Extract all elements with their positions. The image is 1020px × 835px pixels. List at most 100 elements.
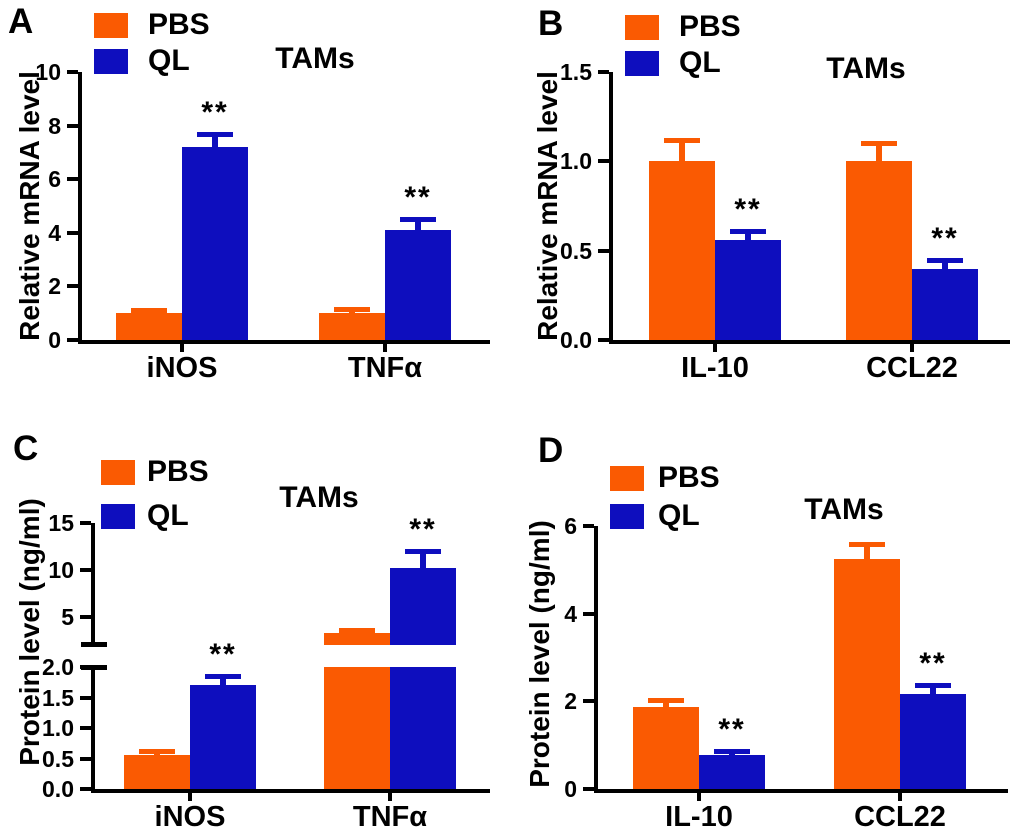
y-axis: [91, 523, 95, 645]
y-tick-label: 2.0: [42, 654, 74, 680]
category-label: CCL22: [854, 801, 946, 833]
error-bar-cap: [339, 627, 375, 633]
legend-label-pbs: PBS: [679, 10, 741, 43]
category-label: TNFα: [352, 801, 428, 833]
y-tick-label: 2: [48, 273, 61, 300]
plot-area: ** IL-10 ** CCL22 0 2 4 6: [510, 417, 1020, 835]
y-tick-label: 1.0: [42, 715, 74, 741]
category-label: IL-10: [665, 801, 733, 833]
error-bar-stem: [212, 133, 218, 148]
y-tick-label: 15: [48, 510, 74, 536]
error-bar-cap: [400, 217, 436, 223]
panel-a: A PBS QL TAMs Relative mRNA level ** iNOS…: [0, 0, 510, 418]
bar-pbs-ccl22: [846, 161, 912, 340]
legend-swatch-pbs: [94, 12, 128, 38]
category-label: iNOS: [154, 801, 226, 833]
legend-swatch-pbs: [101, 459, 135, 485]
y-tick: [80, 787, 91, 791]
x-axis: [78, 340, 490, 344]
y-tick: [80, 614, 91, 619]
bar-ql-tnfα: [385, 230, 451, 340]
y-tick-label: 0.0: [560, 327, 592, 353]
sig-label: **: [201, 95, 229, 129]
bar-ql-il-10: [699, 754, 765, 789]
legend-swatch-ql: [610, 503, 644, 529]
bar-pbs-tnfα: [324, 632, 390, 645]
y-axis: [78, 72, 82, 340]
x-tick: [697, 793, 701, 801]
error-bar-cap: [131, 307, 167, 313]
bar-pbs-ccl22: [834, 558, 900, 789]
error-bar-stem: [220, 676, 226, 686]
axis-break-cap: [81, 642, 107, 647]
chart-title: TAMs: [279, 481, 359, 514]
bar-pbs-inos: [116, 313, 182, 340]
y-tick: [80, 521, 91, 525]
legend-label-ql: QL: [147, 499, 189, 532]
y-axis: [594, 526, 598, 789]
category-label: CCL22: [866, 352, 958, 384]
error-bar-cap: [405, 549, 441, 555]
y-tick: [598, 338, 609, 342]
y-axis: [609, 72, 613, 340]
bar-ql-inos: [190, 685, 256, 789]
error-bar-cap: [849, 541, 885, 547]
legend-item-ql: QL: [625, 48, 721, 78]
panel-label: C: [13, 429, 39, 468]
panel-b: B PBS QL TAMs Relative mRNA level ** IL-1…: [510, 0, 1020, 418]
error-bar-cap: [664, 137, 700, 143]
legend-swatch-ql: [94, 48, 128, 74]
error-bar-stem: [864, 543, 870, 559]
bar-pbs-tnfα: [319, 313, 385, 340]
plot-area: ** iNOS ** TNFα 0.0 0.5 1.0 1.5 2.0 5 10 15: [0, 417, 510, 835]
legend-swatch-ql: [625, 50, 659, 76]
error-bar-cap: [730, 229, 766, 234]
error-bar-cap: [197, 131, 233, 137]
plot-area: ** IL-10 ** CCL22 0.0 0.5 1.0 1.5: [510, 0, 1020, 418]
y-tick-label: 1.5: [560, 59, 592, 85]
y-tick-label: 2: [564, 688, 577, 715]
error-bar-cap: [139, 748, 175, 754]
x-axis: [609, 340, 1010, 344]
y-tick: [67, 123, 78, 128]
x-axis: [594, 789, 1008, 793]
panel-label: D: [538, 431, 564, 470]
y-tick-label: 10: [48, 556, 74, 583]
y-tick: [67, 338, 78, 342]
bar-ql-inos: [182, 147, 248, 340]
sig-label: **: [209, 638, 237, 672]
y-tick-label: 0: [564, 776, 577, 802]
panel-c: C PBS QL TAMs Protein level (ng/ml) ** iN…: [0, 417, 510, 835]
sig-label: **: [919, 647, 947, 681]
y-tick: [583, 524, 594, 528]
legend-swatch-ql: [101, 503, 135, 529]
x-axis: [91, 789, 490, 793]
legend-item-pbs: PBS: [101, 457, 209, 487]
y-tick: [80, 695, 91, 700]
y-tick-label: 4: [564, 600, 577, 627]
error-bar-cap: [927, 257, 963, 263]
bar-ql-ccl22: [900, 693, 966, 789]
y-tick: [598, 70, 609, 74]
x-tick: [910, 344, 914, 352]
y-tick-label: 8: [48, 112, 61, 139]
legend-item-ql: QL: [94, 46, 190, 76]
y-tick: [583, 611, 594, 616]
x-tick: [188, 793, 192, 801]
error-bar-stem: [420, 551, 426, 569]
x-tick: [383, 344, 387, 352]
bar-pbs-il-10: [633, 707, 699, 789]
category-label: IL-10: [681, 352, 749, 384]
bar-pbs-inos: [124, 755, 190, 789]
panel-label: A: [8, 2, 34, 41]
legend-swatch-pbs: [610, 465, 644, 491]
error-bar-stem: [679, 139, 685, 162]
y-tick-label: 0.5: [560, 237, 592, 264]
error-bar-stem: [930, 685, 936, 694]
plot-area: ** iNOS ** TNFα 0 2 4 6 8 10: [0, 0, 510, 418]
error-bar-cap: [915, 683, 951, 689]
axis-break-cap: [81, 665, 107, 670]
y-tick: [80, 567, 91, 572]
y-tick-label: 1.0: [560, 148, 592, 175]
y-tick: [583, 787, 594, 791]
